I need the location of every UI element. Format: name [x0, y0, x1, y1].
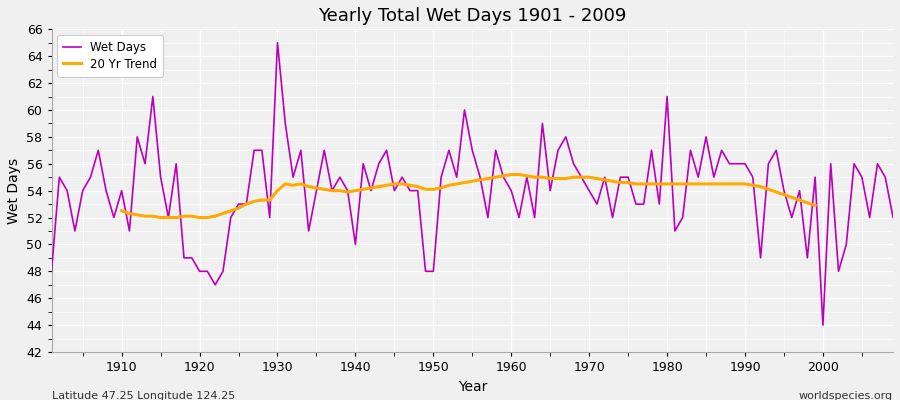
Text: worldspecies.org: worldspecies.org	[799, 391, 893, 400]
Y-axis label: Wet Days: Wet Days	[7, 158, 21, 224]
Wet Days	[288, 175, 299, 180]
Line: 20 Yr Trend: 20 Yr Trend	[122, 174, 815, 218]
20 Yr Trend	[615, 180, 626, 185]
20 Yr Trend	[335, 188, 346, 193]
20 Yr Trend	[218, 211, 229, 216]
20 Yr Trend	[155, 215, 166, 220]
Wet Days	[335, 175, 346, 180]
Legend: Wet Days, 20 Yr Trend: Wet Days, 20 Yr Trend	[58, 35, 164, 76]
Wet Days	[608, 215, 618, 220]
Wet Days	[46, 269, 57, 274]
20 Yr Trend	[116, 208, 127, 213]
Wet Days	[506, 188, 517, 193]
20 Yr Trend	[708, 182, 719, 186]
Wet Days	[514, 215, 525, 220]
Wet Days	[817, 323, 828, 328]
Wet Days	[272, 40, 283, 45]
Line: Wet Days: Wet Days	[51, 43, 893, 325]
20 Yr Trend	[810, 203, 821, 208]
20 Yr Trend	[794, 198, 805, 202]
Title: Yearly Total Wet Days 1901 - 2009: Yearly Total Wet Days 1901 - 2009	[318, 7, 626, 25]
20 Yr Trend	[724, 182, 734, 186]
Wet Days	[109, 215, 120, 220]
Text: Latitude 47.25 Longitude 124.25: Latitude 47.25 Longitude 124.25	[51, 391, 235, 400]
Wet Days	[887, 215, 898, 220]
20 Yr Trend	[506, 172, 517, 177]
X-axis label: Year: Year	[457, 380, 487, 394]
